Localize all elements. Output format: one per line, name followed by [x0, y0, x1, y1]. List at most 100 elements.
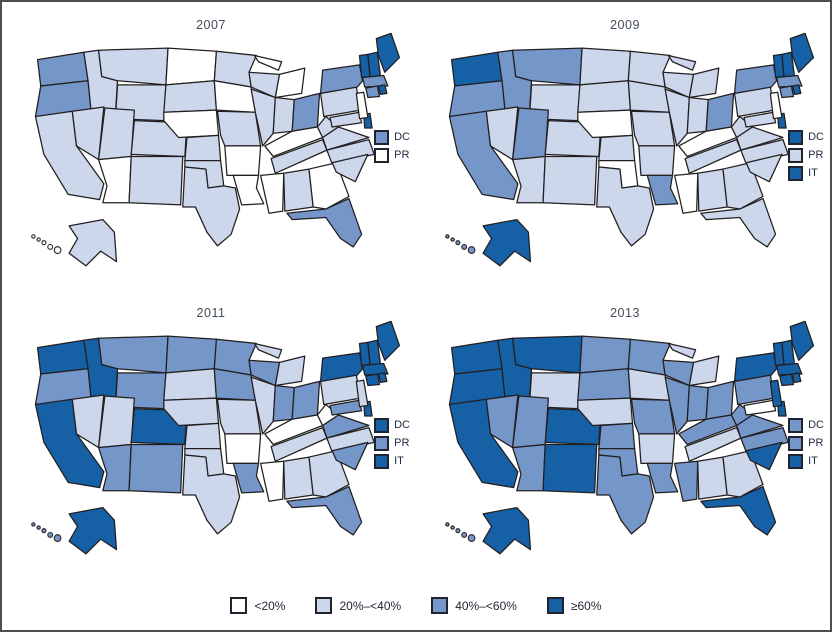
- state-az: [511, 443, 546, 492]
- state-ma: [776, 74, 803, 88]
- state-nm: [128, 443, 184, 494]
- side-legend-label-dc: DC: [808, 419, 824, 431]
- side-legend-label-dc: DC: [808, 131, 824, 143]
- side-legend-swatch-it: [374, 454, 390, 469]
- state-ct: [779, 373, 795, 387]
- state-ut: [97, 395, 135, 449]
- map-year-title: 2007: [196, 18, 226, 32]
- side-legend-item-it: IT: [374, 454, 410, 469]
- state-nm: [542, 443, 598, 494]
- state-tx: [596, 166, 655, 247]
- state-hi-island-2: [455, 528, 461, 534]
- state-hi-island-3: [47, 243, 54, 250]
- side-legend-2007: DC PR: [374, 130, 410, 163]
- side-legend-label-pr: PR: [808, 149, 824, 161]
- state-ri: [791, 372, 802, 384]
- state-al: [697, 168, 728, 212]
- state-nj: [355, 91, 369, 120]
- us-map-2007: [31, 32, 401, 267]
- state-sd: [577, 368, 632, 401]
- side-legend-item-dc: DC: [788, 418, 824, 433]
- state-ms: [673, 460, 699, 502]
- state-ri: [377, 84, 388, 96]
- state-md: [329, 399, 363, 416]
- state-in: [686, 384, 709, 422]
- side-legend-label-pr: PR: [394, 437, 410, 449]
- state-nj: [769, 91, 783, 120]
- state-ny: [733, 352, 778, 382]
- side-legend-item-dc: DC: [788, 130, 824, 145]
- legend-item-ge60: ≥60%: [546, 597, 602, 614]
- state-hi-island-2: [41, 240, 47, 246]
- state-hi-island-1: [36, 237, 41, 242]
- state-hi-island-4: [53, 246, 62, 254]
- state-hi-island-4: [467, 246, 476, 254]
- state-fl: [286, 485, 363, 536]
- state-mi: [253, 54, 283, 71]
- state-mo: [630, 110, 676, 147]
- legend-swatch-lt20: [230, 597, 248, 614]
- state-in: [272, 384, 295, 422]
- state-ar: [224, 145, 262, 177]
- state-hi-island-0: [445, 522, 450, 527]
- state-ma: [362, 74, 389, 88]
- us-map-2011: [31, 320, 401, 555]
- state-hi-island-4: [53, 534, 62, 542]
- side-legend-item-pr: PR: [374, 148, 410, 163]
- state-ak: [68, 218, 118, 267]
- side-legend-swatch-pr: [788, 436, 804, 451]
- state-mi: [688, 67, 720, 99]
- state-va: [736, 414, 784, 439]
- state-ut: [511, 395, 549, 449]
- side-legend-swatch-dc: [374, 418, 390, 433]
- state-ak: [68, 506, 118, 555]
- legend-item-40-60: 40%–<60%: [431, 597, 517, 614]
- state-mi: [688, 355, 720, 387]
- state-ms: [259, 172, 285, 214]
- state-al: [697, 456, 728, 500]
- state-il: [664, 376, 690, 435]
- state-ny: [319, 64, 364, 94]
- state-ks: [598, 134, 636, 162]
- state-ar: [224, 433, 262, 465]
- map-year-title: 2013: [610, 306, 640, 320]
- side-legend-swatch-pr: [374, 436, 390, 451]
- state-nj: [769, 379, 783, 408]
- legend-label-ge60: ≥60%: [570, 598, 602, 613]
- legend-swatch-40-60: [431, 597, 449, 614]
- state-nd: [579, 47, 632, 86]
- state-hi-island-1: [36, 525, 41, 530]
- state-fl: [700, 485, 777, 536]
- side-legend-swatch-pr: [788, 148, 804, 163]
- map-year-title: 2011: [196, 306, 226, 320]
- state-ri: [791, 84, 802, 96]
- state-hi-island-0: [445, 234, 450, 239]
- state-sc: [331, 441, 369, 471]
- legend-label-lt20: <20%: [254, 598, 286, 613]
- side-legend-swatch-dc: [788, 130, 804, 145]
- state-ks: [598, 422, 636, 450]
- state-al: [283, 168, 314, 212]
- state-il: [664, 88, 690, 147]
- state-ct: [779, 85, 795, 99]
- map-panel-2013: 2013 DC PR IT: [422, 298, 828, 580]
- state-hi-island-0: [31, 234, 36, 239]
- state-hi-island-1: [450, 525, 455, 530]
- state-il: [250, 88, 276, 147]
- category-legend: <20% 20%–<40% 40%–<60% ≥60%: [2, 597, 830, 614]
- side-legend-item-pr: PR: [788, 436, 824, 451]
- state-hi-island-3: [47, 531, 54, 538]
- state-nj: [355, 379, 369, 408]
- state-in: [272, 96, 295, 134]
- state-mo: [216, 398, 262, 435]
- state-mt: [97, 47, 169, 86]
- state-ks: [184, 422, 222, 450]
- state-il: [250, 376, 276, 435]
- side-legend-swatch-it: [788, 166, 804, 181]
- side-legend-item-it: IT: [788, 166, 824, 181]
- state-tx: [182, 454, 241, 535]
- state-ny: [733, 64, 778, 94]
- state-me: [375, 32, 401, 73]
- state-mt: [511, 335, 583, 374]
